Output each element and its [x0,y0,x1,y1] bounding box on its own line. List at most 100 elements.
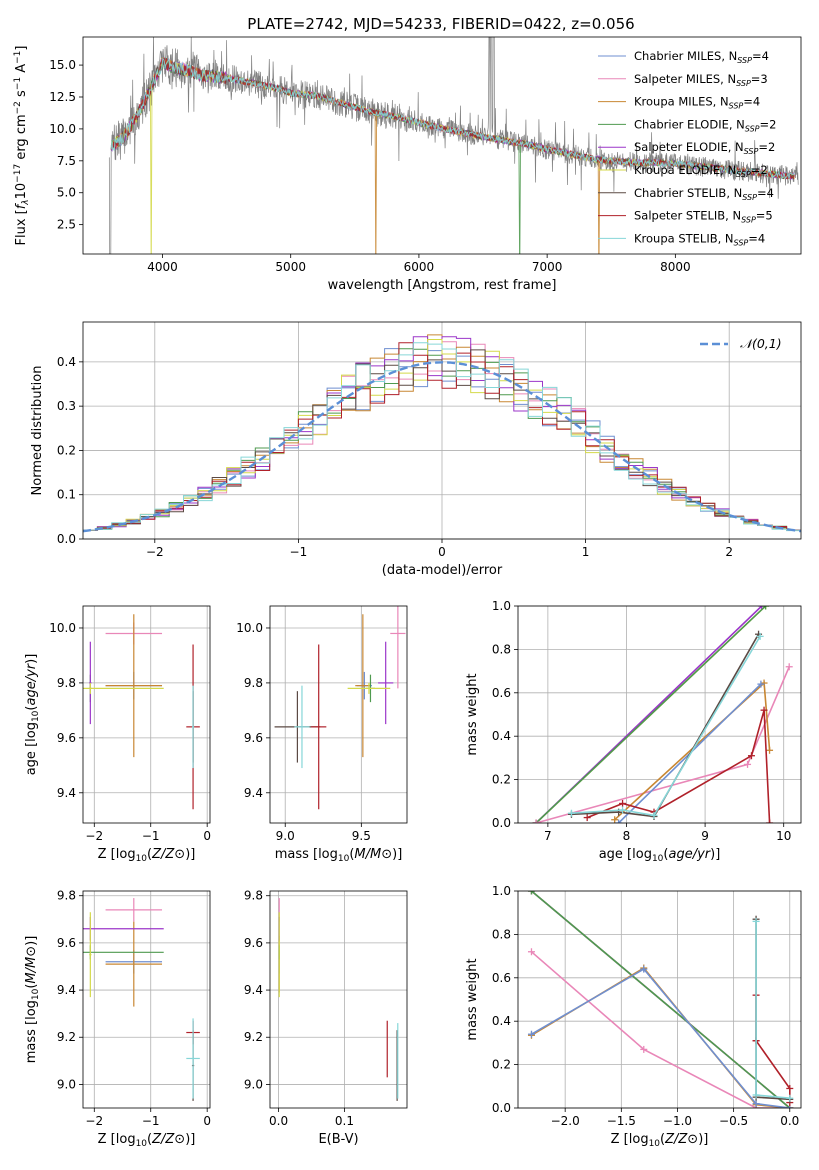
axes-frame [517,890,802,1109]
x-tick-label: 0.0 [269,1114,288,1128]
marker-salpeter-stelib [619,799,627,807]
errorbar-kroupa-elodie [89,912,92,998]
axes-frame [269,605,408,824]
y-axis-label: mass weight [465,958,480,1040]
errorbar-salpeter-elodie [378,641,394,725]
y-tick-label: 0.2 [57,443,76,457]
legend-label-chabrier-stelib: Chabrier STELIB, NSSP=4 [634,186,774,202]
axes-frame [82,890,211,1109]
marker-chabrier-miles [757,680,765,688]
x-axis-label: Z [log10(Z/Z⊙)] [98,847,196,864]
legend-label-kroupa-elodie: Kroupa ELODIE, NSSP=2 [634,163,768,179]
y-tick-label: 10.0 [49,621,76,635]
grid [270,891,407,1108]
y-axis-label: Normed distribution [30,366,45,496]
y-tick-label: 0.8 [492,927,511,941]
y-tick-label: 15.0 [49,58,76,72]
plot-area [274,606,406,810]
figure-title: PLATE=2742, MJD=54233, FIBERID=0422, z=0… [247,15,634,33]
y-tick-label: 9.2 [57,1030,76,1044]
errorbar-kroupa-miles [355,614,371,758]
marker-kroupa-stelib [650,811,658,819]
y-tick-label: 10.0 [236,621,263,635]
errorbar-kroupa-elodie [83,682,164,694]
marker-kroupa-miles [611,816,619,823]
histogram-chabrier-stelib [83,349,801,531]
ticks: 7 8 9 10 0.0 0.2 0.4 0.6 0.8 1.0 [492,599,791,843]
panel-age-vs-mass: 9.0 9.5 9.4 9.6 9.8 10.0 mass [log10(M/M⊙)] [236,605,408,864]
x-tick-label: 6000 [404,260,435,274]
x-tick-label: 0.0 [780,1114,799,1128]
marker-kroupa-stelib [786,1094,794,1102]
weight-line-chabrier-stelib [755,919,790,1101]
x-tick-label: 9.5 [352,829,371,843]
marker-kroupa-miles [760,679,768,687]
legend-label-salpeter-elodie: Salpeter ELODIE, NSSP=2 [634,140,775,156]
panel-mass-vs-ebv: 0.0 0.1 9.0 9.2 9.4 9.6 9.8 E(B-V) [244,889,408,1147]
x-tick-label: 0 [203,1114,211,1128]
x-axis-label: age [log10(age/yr)] [599,847,721,864]
y-tick-label: 0.4 [492,1014,511,1028]
panels-layer: 4000 5000 6000 7000 80002.55.07.510.012.515.… [13,36,802,1149]
weight-line-kroupa-stelib [755,921,790,1099]
grid [270,606,407,823]
panel-weight-vs-age: 7 8 9 10 0.0 0.2 0.4 0.6 0.8 1.0 age [log10(age/yr… [465,599,802,864]
y-tick-label: 2.5 [57,218,76,232]
weight-line-kroupa-stelib [571,635,761,817]
x-tick-label: 0 [203,829,211,843]
x-tick-label: 7000 [532,260,563,274]
marker-kroupa-stelib [752,917,760,925]
errorbar-kroupa-stelib [191,685,195,769]
y-tick-label: 0.1 [57,488,76,502]
marker-salpeter-miles [785,663,793,671]
ticks: 4000 5000 6000 7000 8000 2.5 5.0 7.5 10.0 12.5 15.… [49,58,690,274]
errorbar-kroupa-stelib [294,685,310,769]
y-axis-label: mass weight [465,673,480,755]
y-tick-label: 0.4 [57,355,76,369]
ticks: −2 −1 0 9.4 9.6 9.8 10.0 [49,621,211,843]
x-tick-label: −2.0 [551,1114,580,1128]
x-tick-label: −2 [146,545,164,559]
legend: 𝒩(0,1) [700,336,782,351]
x-tick-label: 9.0 [276,829,295,843]
y-tick-label: 9.8 [244,676,263,690]
y-axis-label: mass [log10(M/M⊙)] [24,936,41,1064]
axes-frame [82,605,211,824]
panel-weight-vs-Z: −2.0 −1.5 −1.0 −0.5 0.0 0.0 0.2 0.4 0.6 0.8 1.0 Z [… [465,884,802,1149]
legend-label-salpeter-stelib: Salpeter STELIB, NSSP=5 [634,209,773,225]
y-tick-label: 9.8 [57,889,76,903]
plot-area [83,614,200,810]
x-tick-label: 7 [544,829,552,843]
y-tick-label: 9.2 [244,1030,263,1044]
weight-line-chabrier-elodie [535,606,767,823]
y-tick-label: 5.0 [57,186,76,200]
y-tick-label: 12.5 [49,90,76,104]
x-tick-label: −1.5 [607,1114,636,1128]
y-tick-label: 0.6 [492,686,511,700]
marker-salpeter-miles [640,1045,648,1053]
y-tick-label: 0.0 [492,1101,511,1115]
marker-chabrier-miles [640,965,648,973]
marker-salpeter-stelib [747,752,755,760]
y-tick-label: 9.6 [244,731,263,745]
plot-area [108,37,799,254]
marker-salpeter-stelib [786,1084,794,1092]
x-tick-label: 4000 [147,260,178,274]
plot-area [532,606,793,823]
weight-line-chabrier-miles [531,968,790,1108]
errorbar-kroupa-miles [105,921,163,1007]
plot-area [83,898,200,1101]
plot-area [278,898,399,1101]
y-tick-label: 9.4 [244,786,263,800]
marker-chabrier-elodie [762,606,770,610]
weight-line-salpeter-miles [530,951,790,1108]
x-tick-label: 1 [582,545,590,559]
axes-frame [82,36,802,255]
y-tick-label: 0.0 [57,532,76,546]
y-tick-label: 0.6 [492,971,511,985]
x-tick-label: 0.1 [335,1114,354,1128]
model-line-kroupa-stelib [110,57,795,180]
x-axis-label: Z [log10(Z/Z⊙)] [611,1132,709,1149]
histogram-salpeter-stelib [83,342,801,531]
axes-frame [82,321,802,540]
